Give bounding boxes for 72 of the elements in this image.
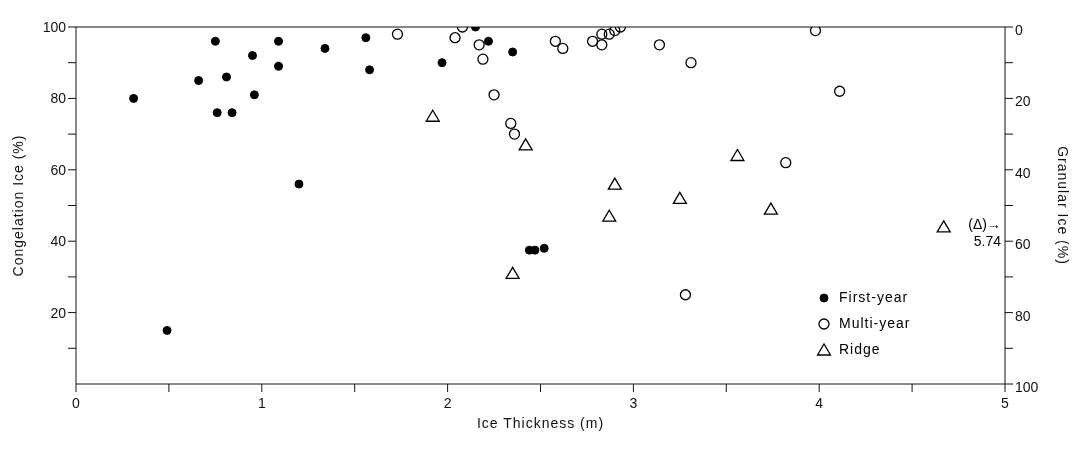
y2-tick-label: 20 <box>1015 93 1031 110</box>
point <box>518 138 533 151</box>
y2-tick-label: 80 <box>1015 307 1031 324</box>
point <box>425 109 440 122</box>
y-tick-label: 20 <box>50 304 67 321</box>
point <box>549 35 562 47</box>
x-tick-label: 5 <box>1001 394 1010 411</box>
point <box>653 39 666 51</box>
annotation: (Δ)→ 5.74 <box>967 216 1001 251</box>
point <box>212 108 222 118</box>
point <box>449 32 461 44</box>
point <box>194 76 204 86</box>
point <box>596 28 608 40</box>
point <box>477 53 489 65</box>
point <box>274 61 284 71</box>
point <box>365 65 375 75</box>
y-tick-label: 40 <box>50 233 67 250</box>
point <box>274 36 284 46</box>
point <box>679 289 692 301</box>
point <box>129 93 139 103</box>
point <box>607 177 622 190</box>
y2-tick-label: 60 <box>1015 236 1031 253</box>
legend-label: Multi-year <box>839 315 911 331</box>
point <box>596 39 608 51</box>
point <box>488 89 500 101</box>
point <box>391 28 404 40</box>
point <box>508 47 518 57</box>
point <box>249 90 259 100</box>
point <box>672 191 687 205</box>
point <box>602 209 617 222</box>
point <box>320 43 330 53</box>
y2-tick-label: 40 <box>1015 164 1031 181</box>
x-tick-label: 2 <box>443 394 452 411</box>
point <box>483 36 493 46</box>
point <box>437 58 447 68</box>
point <box>162 325 172 335</box>
point <box>557 42 569 55</box>
point <box>227 108 237 118</box>
point <box>210 36 220 46</box>
x-tick-label: 0 <box>72 394 81 411</box>
y2-tick-label: 0 <box>1015 21 1023 38</box>
point <box>763 202 779 215</box>
x-tick-label: 3 <box>629 394 638 411</box>
point <box>473 39 485 51</box>
point <box>508 128 521 140</box>
point <box>294 179 304 189</box>
y2-axis-title: Granular Ice (%) <box>1055 146 1072 265</box>
point <box>505 117 517 130</box>
point <box>539 243 549 253</box>
y-tick-label: 80 <box>50 90 67 107</box>
y-axis-title: Congelation Ice (%) <box>9 134 26 277</box>
point <box>222 72 231 82</box>
point <box>780 157 792 169</box>
point <box>833 85 846 97</box>
y-tick-label: 100 <box>42 18 67 35</box>
point <box>361 33 371 43</box>
x-axis-title: Ice Thickness (m) <box>476 415 605 431</box>
y2-tick-label: 100 <box>1015 378 1039 395</box>
point <box>505 266 520 279</box>
point <box>248 51 258 61</box>
point <box>685 57 697 69</box>
x-tick-label: 1 <box>257 394 266 411</box>
point <box>609 27 621 37</box>
point <box>603 28 615 40</box>
point <box>586 35 599 47</box>
legend-label: Ridge <box>839 341 881 357</box>
x-tick-label: 4 <box>815 394 824 411</box>
point <box>936 220 951 233</box>
point <box>730 148 745 162</box>
point <box>809 27 822 37</box>
legend-label: First-year <box>839 289 909 305</box>
y-tick-label: 60 <box>50 161 67 178</box>
